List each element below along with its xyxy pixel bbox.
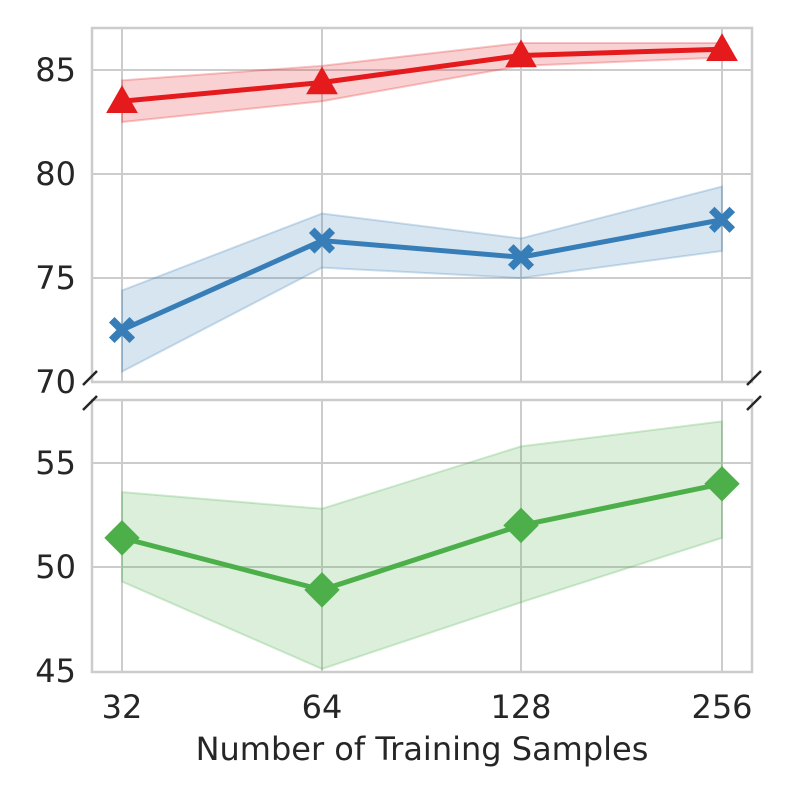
y-tick-label: 55	[35, 444, 76, 482]
x-axis-title: Number of Training Samples	[196, 730, 649, 768]
series-line	[119, 481, 725, 593]
break-mark	[82, 395, 98, 411]
data-point-diamond	[104, 520, 140, 556]
x-tick-label: 128	[490, 688, 551, 726]
y-tick-label: 75	[35, 259, 76, 297]
data-point-triangle	[306, 66, 338, 95]
axis-break-marks	[82, 370, 762, 411]
upper-panel: 70 75 80 85	[35, 26, 754, 401]
data-point-x	[708, 206, 736, 233]
break-mark	[746, 370, 762, 386]
x-tick-label: 256	[691, 688, 752, 726]
data-point-diamond	[704, 466, 740, 502]
y-tick-label: 85	[35, 51, 76, 89]
series-line	[119, 217, 725, 333]
data-point-diamond	[304, 572, 340, 608]
data-point-diamond	[503, 507, 539, 544]
series-0	[106, 33, 738, 124]
upper-panel-frame	[90, 26, 754, 384]
series-2	[104, 420, 740, 670]
break-mark	[82, 370, 98, 386]
data-point-x	[308, 227, 336, 254]
y-tick-label: 70	[35, 363, 76, 401]
x-tick-label: 64	[302, 688, 343, 726]
y-tick-label: 50	[35, 548, 76, 586]
confidence-band	[121, 185, 723, 374]
data-point-triangle	[505, 39, 537, 68]
confidence-band	[121, 420, 723, 670]
y-tick-label: 80	[35, 155, 76, 193]
data-point-triangle	[706, 33, 738, 61]
x-tick-label: 32	[102, 688, 143, 726]
series-line	[119, 46, 725, 104]
x-axis: 32 64 128 256	[102, 688, 753, 726]
data-point-triangle	[106, 85, 138, 113]
confidence-band	[121, 41, 723, 124]
y-tick-label: 45	[35, 652, 76, 690]
break-mark	[746, 395, 762, 411]
lower-panel: 45 50 55	[35, 398, 754, 690]
series-1	[108, 185, 736, 374]
data-point-x	[108, 316, 136, 344]
lower-panel-frame	[90, 398, 754, 674]
data-point-x	[507, 244, 535, 271]
